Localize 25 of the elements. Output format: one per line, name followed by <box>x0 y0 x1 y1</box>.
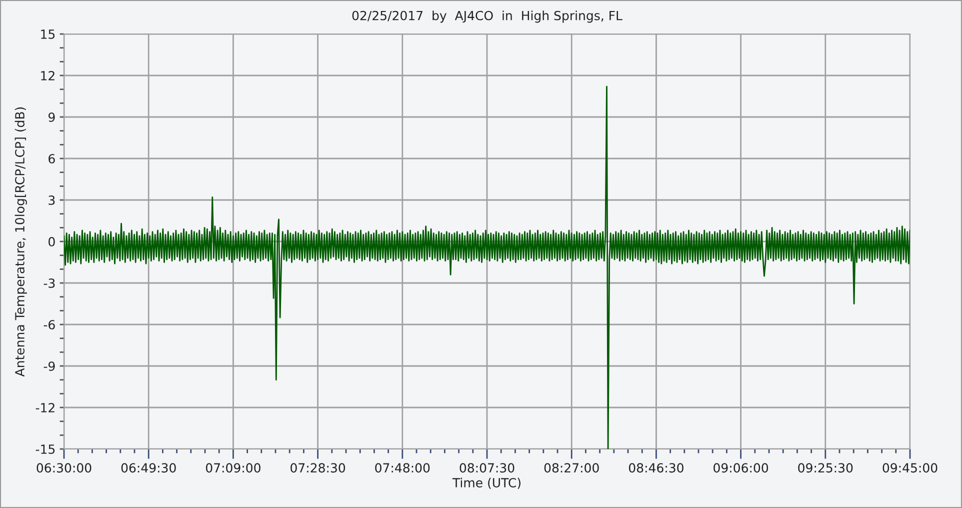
y-tick-label: 6 <box>48 154 55 164</box>
y-tick-label: 15 <box>41 30 55 39</box>
x-tick-label: 09:25:30 <box>798 463 853 473</box>
x-tick-label: 07:48:00 <box>375 463 430 473</box>
x-tick-label: 08:07:30 <box>460 463 514 473</box>
x-axis-title: Time (UTC) <box>452 478 520 489</box>
y-tick-label: -15 <box>36 444 55 454</box>
y-tick-label: 0 <box>48 236 55 246</box>
chart-title: 02/25/2017 by AJ4CO in High Springs, FL <box>352 10 622 23</box>
y-tick-label: -12 <box>36 402 54 412</box>
x-tick-label: 07:28:30 <box>290 463 346 473</box>
x-tick-label: 09:45:00 <box>882 463 938 473</box>
y-tick-label: -9 <box>44 361 55 371</box>
y-axis-title: Antenna Temperature, 10log[RCP/LCP] (dB) <box>14 107 27 377</box>
x-tick-label: 08:27:00 <box>544 463 599 473</box>
x-tick-label: 09:06:00 <box>714 463 768 473</box>
x-tick-label: 06:49:30 <box>121 463 176 473</box>
y-tick-label: 9 <box>48 112 55 122</box>
y-tick-label: 3 <box>48 195 55 205</box>
x-tick-label: 06:30:00 <box>36 463 92 473</box>
x-tick-label: 08:46:30 <box>628 463 684 473</box>
y-tick-label: -6 <box>44 320 55 330</box>
x-tick-label: 07:09:00 <box>206 463 260 473</box>
y-tick-label: 12 <box>41 70 54 80</box>
y-tick-label: -3 <box>44 278 55 288</box>
